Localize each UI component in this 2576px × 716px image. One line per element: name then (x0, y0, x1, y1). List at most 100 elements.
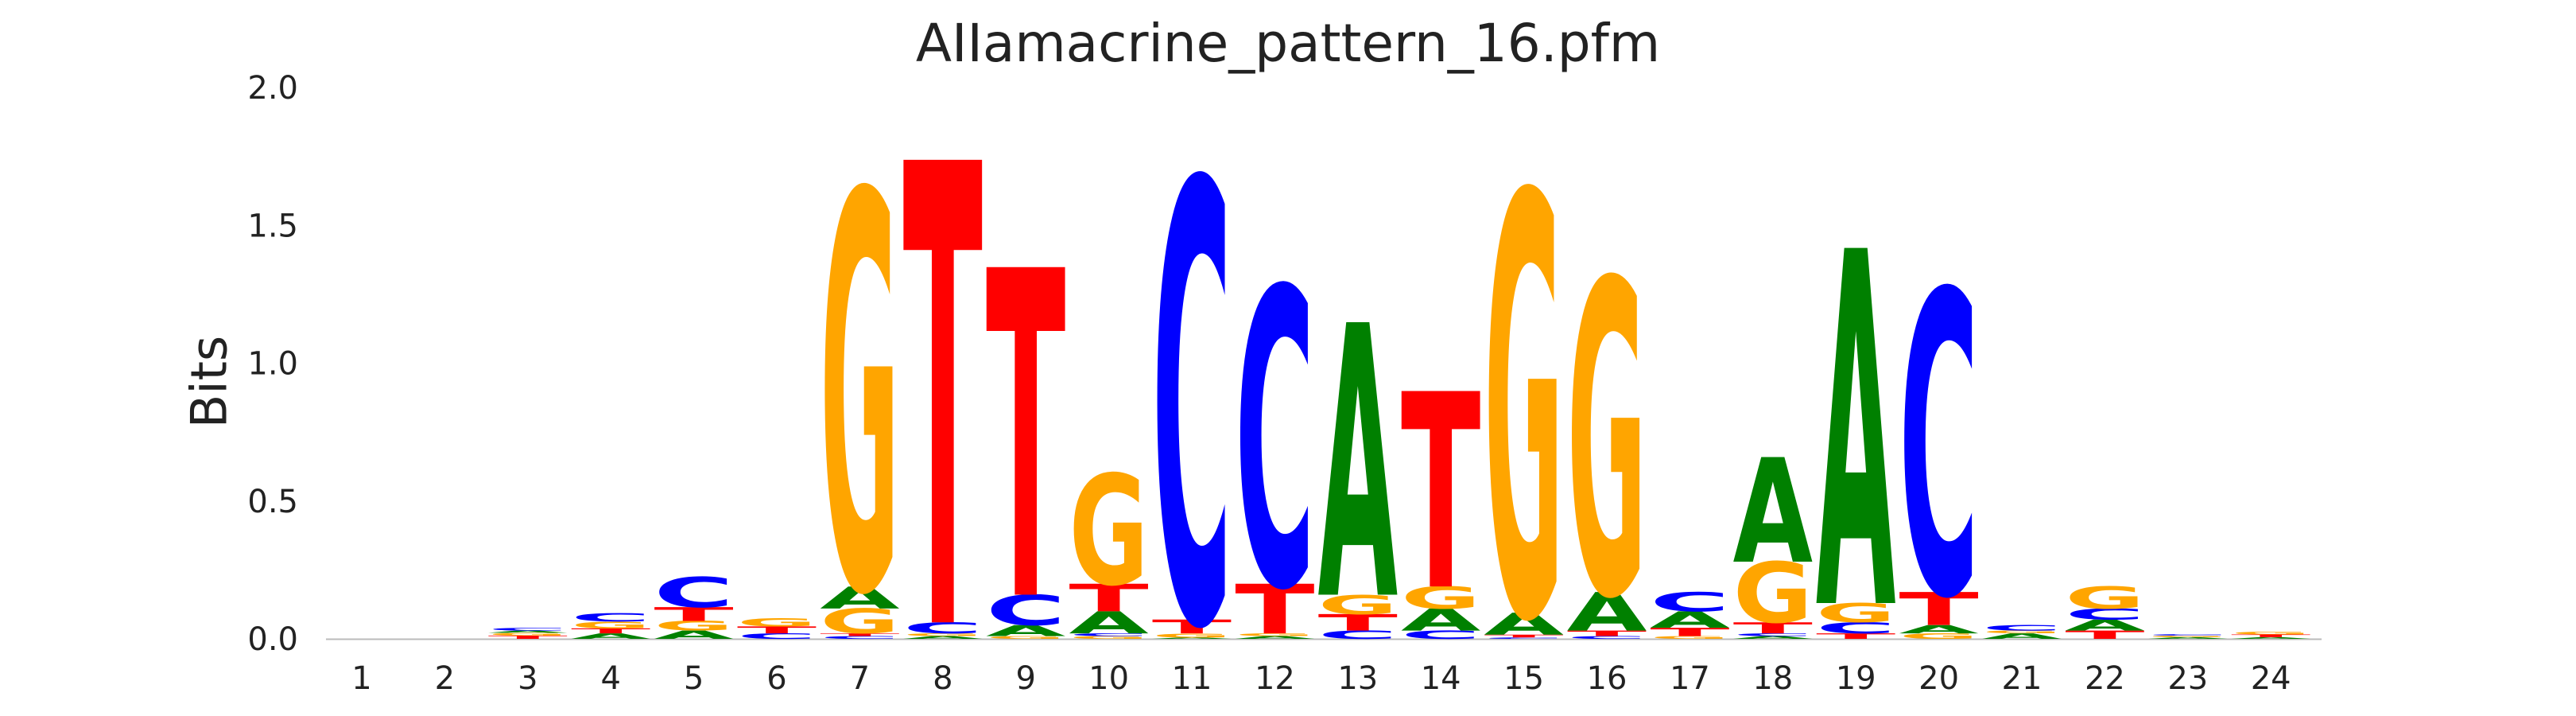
logo-letter-C: C (1733, 632, 1814, 637)
x-tick-label: 7 (850, 660, 870, 697)
logo-letter-C: C (737, 632, 817, 640)
logo-letter-G: G (654, 618, 734, 633)
logo-letter-T: T (1484, 634, 1563, 639)
logo-letter-C: C (1650, 586, 1730, 617)
logo-letter-A: A (1899, 623, 1979, 636)
logo-letter-T: T (1235, 570, 1314, 649)
logo-letter-A: A (1816, 152, 1896, 716)
logo-letter-C: C (1982, 624, 2062, 632)
x-tick-label: 10 (1088, 660, 1129, 697)
logo-letter-C: C (1484, 637, 1564, 640)
y-tick-label: 2.0 (247, 70, 298, 107)
logo-letter-T: T (488, 635, 568, 640)
x-tick-label: 6 (766, 660, 786, 697)
logo-letter-T: T (1069, 576, 1148, 620)
logo-letter-T: T (2231, 633, 2310, 638)
logo-letter-A: A (488, 630, 568, 633)
logo-letter-G: G (2148, 635, 2228, 637)
logo-letter-C: C (571, 611, 651, 625)
x-tick-label: 4 (600, 660, 620, 697)
logo-letter-G: G (903, 632, 983, 637)
x-tick-label: 12 (1255, 660, 1295, 697)
logo-letter-A: A (986, 622, 1066, 640)
logo-letter-A: A (903, 636, 983, 640)
logo-letter-G: G (1235, 632, 1314, 637)
logo-letter-C: C (820, 636, 900, 640)
logo-letter-T: T (1650, 625, 1729, 639)
x-tick-label: 14 (1421, 660, 1461, 697)
logo-letter-G: G (1567, 193, 1647, 694)
logo-letter-C: C (1235, 207, 1315, 681)
x-tick-label: 13 (1337, 660, 1378, 697)
logo-letter-G: G (737, 616, 817, 629)
x-tick-label: 8 (933, 660, 952, 697)
logo-letter-G: G (488, 632, 568, 636)
logo-letter-G: G (1650, 636, 1729, 640)
logo-letter-C: C (1069, 632, 1149, 637)
logo-letter-A: A (1733, 636, 1813, 640)
logo-letter-C: C (986, 587, 1066, 635)
logo-letter-T: T (654, 603, 734, 625)
logo-letter-A: A (1982, 632, 2062, 640)
y-tick-label: 0.5 (247, 484, 298, 520)
x-tick-label: 9 (1015, 660, 1035, 697)
logo-letter-A: A (1152, 637, 1232, 640)
x-tick-label: 20 (1918, 660, 1959, 697)
logo-letter-T: T (1899, 583, 1978, 636)
x-tick-label: 5 (684, 660, 704, 697)
x-tick-label: 21 (2002, 660, 2043, 697)
logo-letter-A: A (2231, 636, 2311, 639)
logo-letter-A: A (2065, 617, 2145, 634)
logo-letter-T: T (2065, 628, 2144, 642)
logo-letter-G: G (1733, 546, 1813, 642)
logo-letter-A: A (1733, 430, 1814, 597)
x-tick-label: 11 (1172, 660, 1212, 697)
logo-letter-A: A (2148, 636, 2229, 639)
logo-letter-A: A (820, 581, 899, 616)
logo-letter-A: A (1401, 602, 1480, 637)
x-axis: 1 2 3 4 5 6 7 8 9 10 11 12 13 14 15 16 17 18 19 20 21 22 23 24 (326, 638, 2322, 697)
x-tick-label: 1 (351, 660, 371, 697)
logo-letter-T: T (1401, 339, 1481, 650)
x-tick-label: 17 (1670, 660, 1710, 697)
logo-letter-G: G (571, 620, 650, 631)
logo-letter-T: T (986, 179, 1066, 702)
x-tick-label: 18 (1752, 660, 1793, 697)
y-tick-label: 1.0 (247, 346, 298, 383)
x-tick-label: 16 (1587, 660, 1627, 697)
logo-letter-A: A (1318, 249, 1399, 684)
logo-letter-C: C (654, 569, 734, 617)
x-tick-label: 24 (2251, 660, 2291, 697)
logo-letter-T: T (820, 632, 899, 637)
x-tick-label: 2 (435, 660, 455, 697)
x-tick-label: 19 (1836, 660, 1876, 697)
logo-letter-G: G (2231, 631, 2310, 636)
logo-letter-G: G (1069, 636, 1149, 640)
logo-letter-C: C (488, 627, 568, 632)
logo-letter-C: C (1318, 628, 1399, 642)
logo-letter-T: T (1318, 609, 1398, 636)
logo-letter-C: C (1401, 628, 1481, 642)
logo-letter-C: C (1152, 58, 1232, 716)
y-axis: 0.0 0.5 1.0 1.5 2.0 (247, 70, 298, 658)
logo-letter-T: T (1567, 629, 1647, 638)
logo-letter-C: C (2065, 605, 2145, 623)
logo-letter-T: T (737, 625, 817, 636)
logo-letter-A: A (1235, 636, 1314, 640)
y-tick-label: 0.0 (247, 621, 298, 658)
logo-letter-G: G (820, 601, 899, 641)
logo-letter-G: G (1899, 632, 1979, 640)
logo-letter-T: T (571, 627, 650, 635)
logo-letter-C: C (1899, 208, 1979, 691)
logo-letter-T: T (1733, 620, 1813, 637)
logo-letter-C: C (1816, 620, 1896, 637)
logo-letter-G: G (1069, 444, 1149, 620)
logo-letter-T: T (1152, 616, 1232, 638)
logo-letter-G: G (1816, 598, 1895, 629)
logo-letter-C: C (2148, 634, 2229, 636)
logo-letter-G: G (1982, 630, 2062, 635)
logo-letter-C: C (1567, 636, 1647, 640)
logo-letter-G: G (1484, 76, 1564, 716)
